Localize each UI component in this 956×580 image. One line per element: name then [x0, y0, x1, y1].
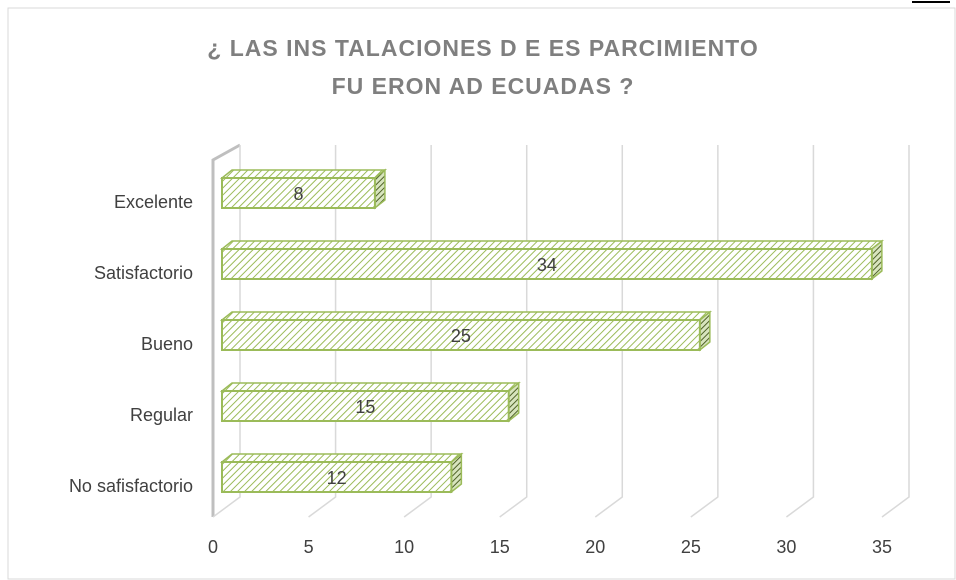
x-tick-label: 35	[872, 537, 892, 557]
x-tick-label: 30	[776, 537, 796, 557]
data-label: 25	[451, 326, 471, 346]
bar-front	[221, 461, 453, 493]
x-tick-label: 20	[585, 537, 605, 557]
bar-front	[221, 248, 873, 280]
bar-front	[221, 319, 701, 351]
bar	[219, 310, 712, 352]
chart-frame	[7, 7, 956, 580]
y-tick-label: Excelente	[114, 192, 193, 212]
y-tick-label: No safisfactorio	[69, 476, 193, 496]
x-tick-label: 25	[681, 537, 701, 557]
y-tick-label: Regular	[130, 405, 193, 425]
y-tick-label: Satisfactorio	[94, 263, 193, 283]
bar-top	[219, 169, 388, 179]
wall	[211, 143, 241, 517]
x-tick-label: 10	[394, 537, 414, 557]
data-label: 15	[355, 397, 375, 417]
bar	[219, 168, 388, 210]
x-tick-label: 5	[304, 537, 314, 557]
bar-top	[219, 311, 712, 321]
bar	[219, 381, 521, 423]
bar-front	[221, 177, 376, 209]
bar-front	[221, 390, 510, 422]
bar	[219, 239, 885, 281]
bar	[219, 452, 464, 494]
bar-top	[219, 453, 464, 463]
data-label: 8	[293, 184, 303, 204]
bar-top	[219, 240, 885, 250]
x-tick-label: 15	[490, 537, 510, 557]
y-tick-label: Bueno	[141, 334, 193, 354]
x-tick-label: 0	[208, 537, 218, 557]
grid-line	[881, 145, 910, 518]
chart-title: ¿ LAS INS TALACIONES D E ES PARCIMIENTO	[207, 35, 758, 61]
data-label: 12	[327, 468, 347, 488]
bar-top	[219, 382, 521, 392]
chart-title: FU ERON AD ECUADAS ?	[332, 73, 635, 99]
data-label: 34	[537, 255, 557, 275]
